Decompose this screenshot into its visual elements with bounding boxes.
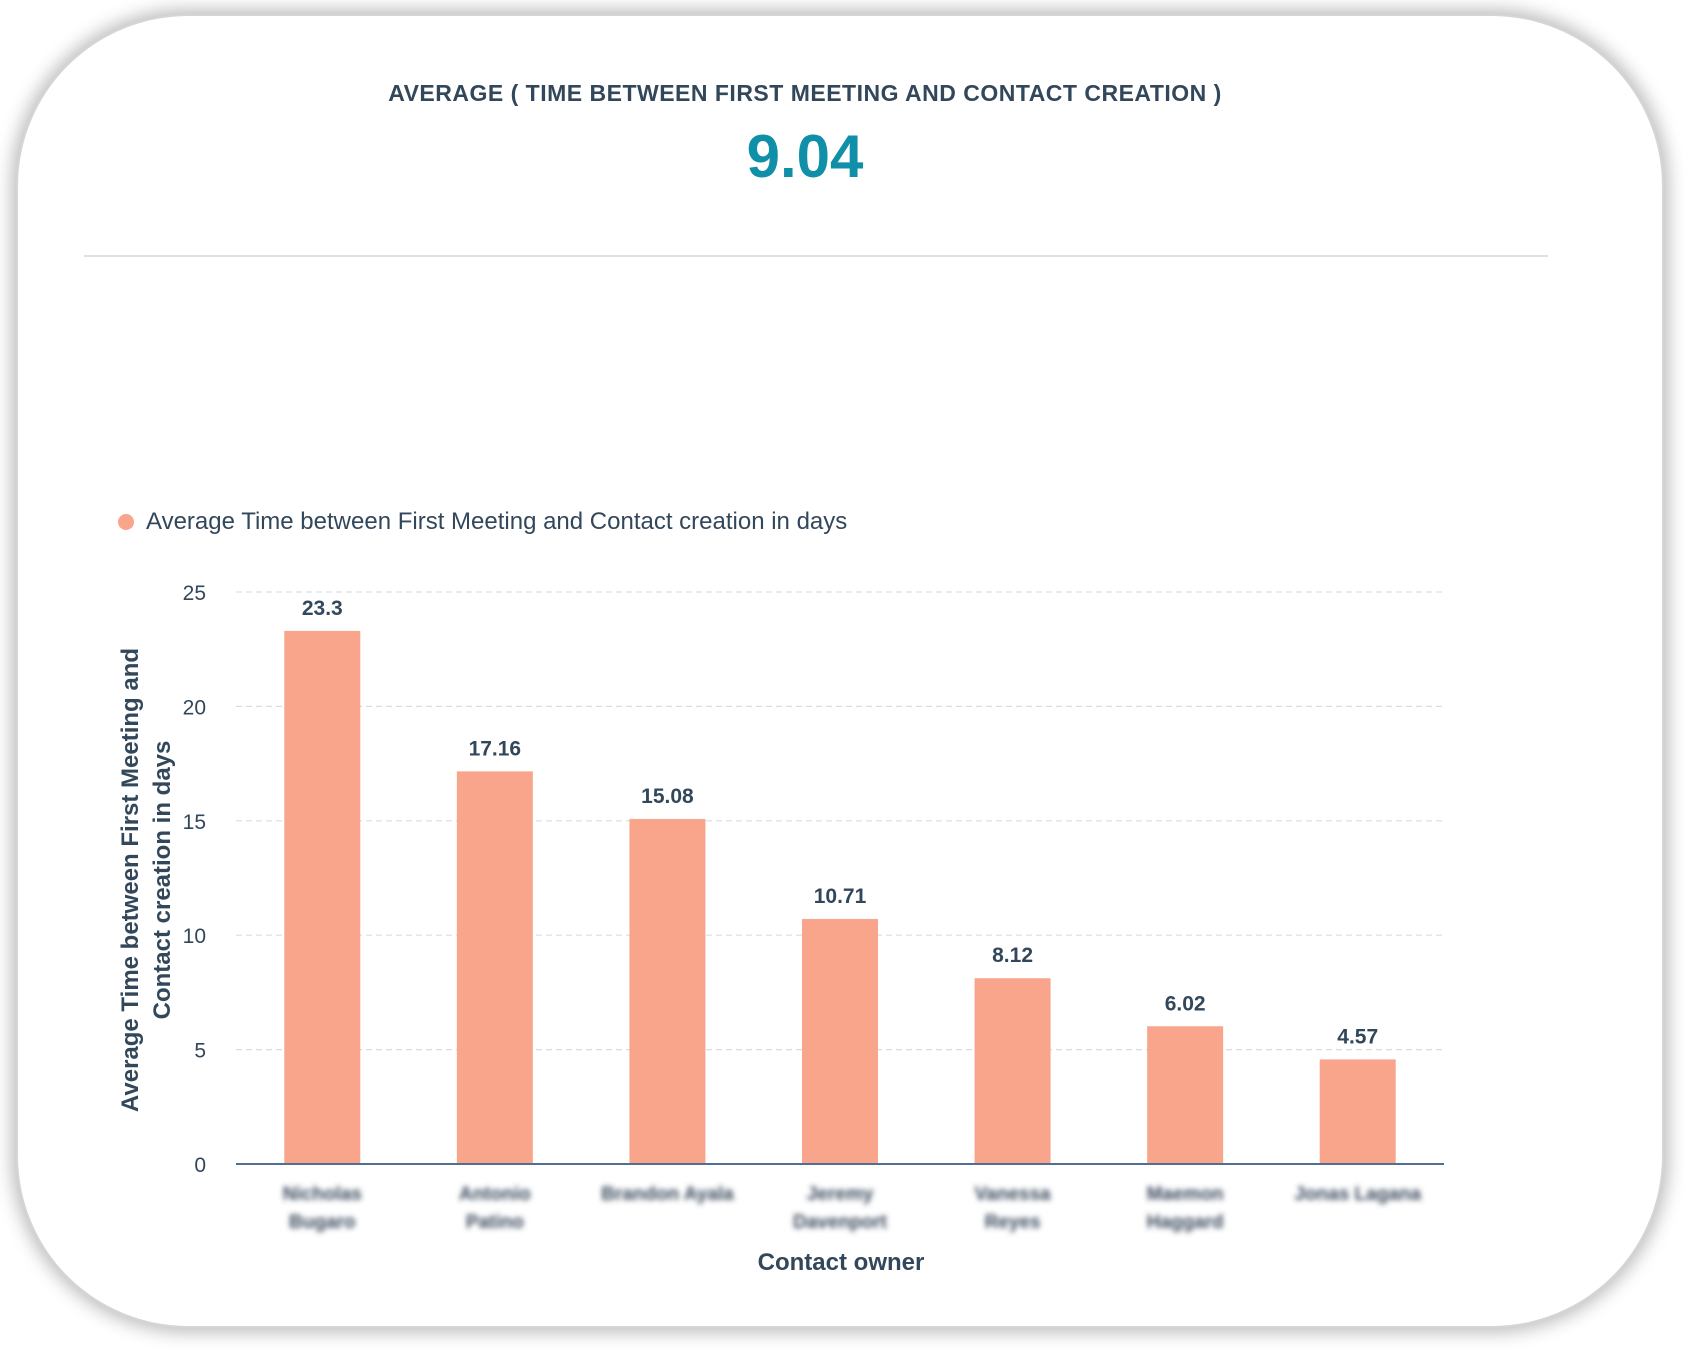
x-category-label: Jeremy — [807, 1184, 874, 1205]
bar[interactable] — [456, 771, 533, 1164]
x-axis-title: Contact owner — [758, 1249, 925, 1276]
bar-value-label: 10.71 — [814, 885, 867, 908]
bar-value-label: 6.02 — [1165, 992, 1206, 1015]
section-divider — [84, 255, 1548, 257]
x-category-label: Patino — [466, 1212, 524, 1233]
kpi-label: AVERAGE ( TIME BETWEEN FIRST MEETING AND… — [388, 80, 1222, 106]
bar[interactable] — [1319, 1059, 1396, 1164]
x-category-label: Brandon Ayala — [601, 1184, 734, 1205]
x-category-label: Jonas Lagana — [1294, 1184, 1421, 1205]
x-category-label: Haggard — [1147, 1212, 1224, 1233]
x-category-label: Nicholas — [283, 1184, 362, 1205]
y-axis-title: Average Time between First Meeting and C… — [117, 648, 176, 1112]
y-tick-label: 10 — [183, 925, 206, 948]
x-category-label: Antonio — [459, 1184, 531, 1205]
y-tick-label: 20 — [183, 696, 206, 719]
kpi-value: 9.04 — [746, 123, 864, 190]
bar-value-label: 17.16 — [469, 737, 522, 760]
label-layer: 0 5 10 15 20 25 23.3 Nicholas Bugaro 17.16 Antonio… — [183, 582, 1422, 1233]
bar[interactable] — [974, 978, 1051, 1164]
x-category-label: Bugaro — [289, 1212, 356, 1233]
y-tick-label: 5 — [194, 1040, 206, 1063]
bar-value-label: 15.08 — [641, 785, 694, 808]
legend-label: Average Time between First Meeting and C… — [146, 508, 848, 535]
y-axis-title-line-2: Contact creation in days — [149, 741, 176, 1020]
y-tick-label: 25 — [183, 582, 206, 605]
y-tick-label: 0 — [194, 1154, 206, 1177]
bar[interactable] — [802, 918, 878, 1164]
chart-legend[interactable]: Average Time between First Meeting and C… — [118, 506, 847, 538]
bar-layer — [284, 630, 1396, 1164]
bar[interactable] — [1147, 1026, 1224, 1164]
x-category-label: Davenport — [793, 1212, 888, 1233]
legend-swatch — [118, 514, 134, 530]
y-axis-title-line-1: Average Time between First Meeting and — [117, 648, 144, 1112]
bar-value-label: 4.57 — [1337, 1025, 1378, 1048]
bar[interactable] — [284, 630, 361, 1164]
bar-value-label: 8.12 — [992, 944, 1033, 967]
y-tick-label: 15 — [183, 811, 206, 834]
bar-value-label: 23.3 — [302, 597, 343, 620]
x-category-label: Reyes — [985, 1212, 1041, 1233]
x-category-label: Maemon — [1147, 1184, 1224, 1205]
x-category-label: Vanessa — [975, 1184, 1051, 1205]
bar[interactable] — [629, 818, 706, 1164]
